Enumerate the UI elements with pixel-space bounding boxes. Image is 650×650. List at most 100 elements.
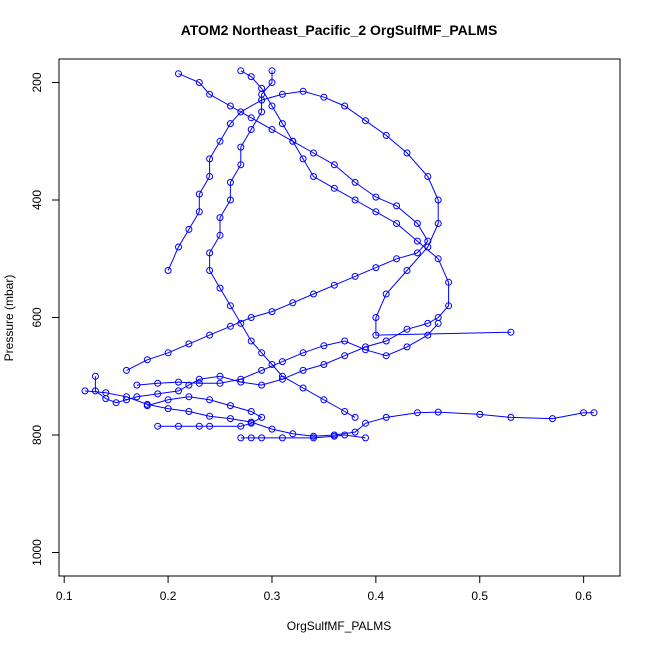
data-point xyxy=(351,428,359,436)
data-point xyxy=(91,372,99,380)
data-point xyxy=(195,190,203,198)
data-point xyxy=(278,358,286,366)
data-point xyxy=(362,419,369,427)
data-point xyxy=(185,340,193,348)
data-point xyxy=(393,202,401,210)
data-point xyxy=(206,155,214,163)
data-point xyxy=(226,178,234,186)
x-tick-label: 0.3 xyxy=(264,589,281,603)
data-point xyxy=(299,155,307,163)
data-point xyxy=(206,173,214,180)
data-point xyxy=(175,422,182,430)
data-point xyxy=(247,314,255,321)
data-point xyxy=(258,366,266,374)
data-point xyxy=(351,196,359,204)
x-axis-label: OrgSulfMF_PALMS xyxy=(287,619,391,633)
data-point xyxy=(278,434,286,442)
data-point xyxy=(247,73,255,81)
data-point xyxy=(549,415,556,423)
data-point xyxy=(507,413,515,421)
data-point xyxy=(258,434,266,442)
data-point xyxy=(382,352,390,360)
data-point xyxy=(268,425,276,433)
data-point xyxy=(320,361,328,368)
data-point xyxy=(382,413,390,421)
data-point xyxy=(185,393,193,401)
y-axis-label: Pressure (mbar) xyxy=(2,275,16,362)
data-point xyxy=(590,409,598,417)
chart-title: ATOM2 Northeast_Pacific_2 OrgSulfMF_PALM… xyxy=(181,22,498,38)
data-point xyxy=(154,390,162,398)
series-line-4 xyxy=(167,90,511,336)
data-point xyxy=(91,387,99,395)
data-point xyxy=(226,415,234,423)
data-point xyxy=(289,430,297,438)
data-point xyxy=(237,375,245,383)
plot-frame xyxy=(58,58,621,577)
data-point xyxy=(330,184,338,192)
data-point xyxy=(320,342,328,350)
data-point xyxy=(351,413,359,421)
x-tick-label: 0.2 xyxy=(160,589,177,603)
data-point xyxy=(226,120,234,128)
data-point xyxy=(320,396,328,404)
data-point xyxy=(206,267,214,274)
x-tick-label: 0.1 xyxy=(56,589,73,603)
data-point xyxy=(216,372,224,380)
data-point xyxy=(372,314,380,321)
data-point xyxy=(413,409,421,417)
data-point xyxy=(216,284,224,292)
data-point xyxy=(330,281,338,289)
x-axis: 0.1 0.2 0.3 0.4 0.5 0.6 xyxy=(56,575,592,603)
data-point xyxy=(424,319,432,327)
data-point xyxy=(434,220,442,227)
series-line-1 xyxy=(94,70,450,404)
data-point xyxy=(351,178,359,186)
data-point xyxy=(413,220,421,227)
data-point xyxy=(237,67,245,75)
data-point xyxy=(258,90,266,98)
data-point xyxy=(310,434,317,442)
data-point xyxy=(175,70,182,78)
y-tick-label: 600 xyxy=(30,307,44,327)
data-point xyxy=(133,381,141,389)
data-point xyxy=(413,237,421,245)
data-point xyxy=(434,408,442,416)
data-point xyxy=(237,161,245,169)
data-point xyxy=(123,366,130,374)
data-point xyxy=(154,422,162,430)
data-point xyxy=(434,196,442,204)
data-point xyxy=(237,422,245,430)
data-point xyxy=(133,393,141,401)
data-point xyxy=(403,149,411,157)
data-point xyxy=(195,208,203,216)
data-point xyxy=(154,379,162,387)
data-point xyxy=(476,410,484,418)
plot-area xyxy=(81,67,598,442)
data-point xyxy=(185,381,193,389)
data-point xyxy=(164,405,172,413)
data-point xyxy=(580,409,588,417)
data-point xyxy=(330,161,338,169)
data-point xyxy=(341,102,349,110)
data-point xyxy=(341,431,349,439)
data-point xyxy=(372,331,380,339)
series-line-7 xyxy=(147,396,263,427)
data-point xyxy=(403,267,411,274)
data-point xyxy=(445,278,453,286)
data-point xyxy=(330,432,338,440)
data-point xyxy=(247,408,255,415)
data-point xyxy=(424,173,432,180)
data-point xyxy=(507,328,515,336)
x-tick-label: 0.5 xyxy=(471,589,488,603)
data-point xyxy=(216,214,224,222)
series-line-3 xyxy=(126,73,429,371)
data-point xyxy=(195,422,203,430)
data-point xyxy=(393,255,401,263)
data-point xyxy=(247,419,255,427)
data-point xyxy=(320,93,328,101)
data-point xyxy=(434,255,442,263)
data-point xyxy=(247,114,255,122)
data-point xyxy=(102,389,110,397)
